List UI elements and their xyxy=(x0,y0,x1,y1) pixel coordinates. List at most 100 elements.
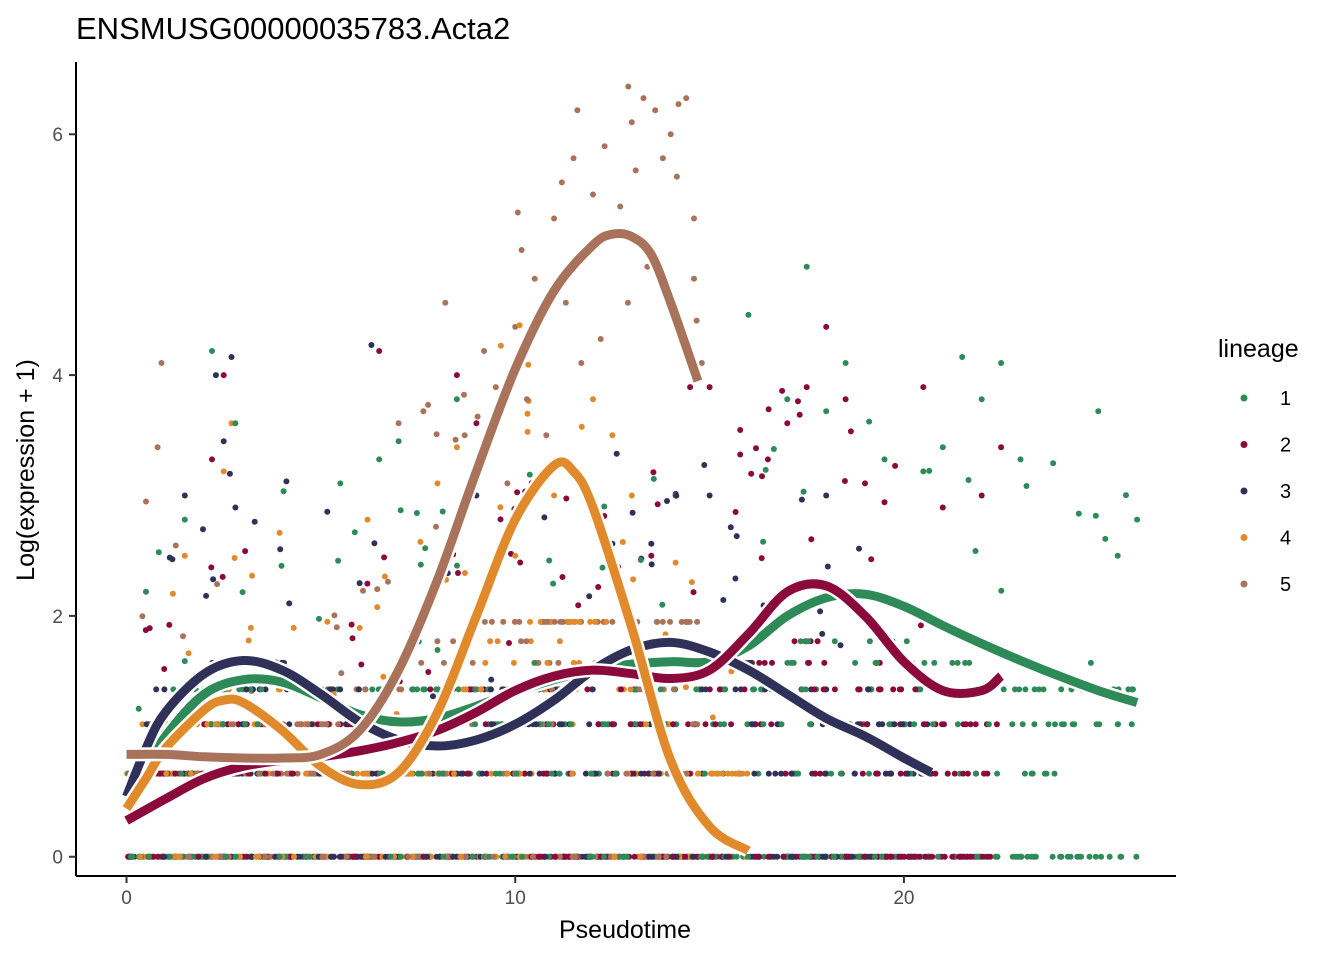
point-lineage-3 xyxy=(212,372,219,379)
point-lineage-5 xyxy=(691,215,697,222)
point-lineage-2 xyxy=(425,669,432,675)
point-lineage-1 xyxy=(949,659,956,666)
point-lineage-4 xyxy=(592,618,599,625)
point-lineage-2 xyxy=(473,420,480,427)
point-lineage-1 xyxy=(434,647,441,653)
point-lineage-2 xyxy=(863,721,870,728)
point-lineage-2 xyxy=(464,770,471,777)
point-lineage-4 xyxy=(735,770,742,777)
point-lineage-1 xyxy=(828,770,835,777)
point-lineage-2 xyxy=(897,770,904,777)
point-lineage-5 xyxy=(185,853,192,860)
point-lineage-3 xyxy=(232,504,239,511)
point-lineage-4 xyxy=(619,539,626,545)
point-lineage-4 xyxy=(494,638,501,645)
point-lineage-4 xyxy=(303,770,309,777)
point-lineage-2 xyxy=(905,853,912,860)
point-lineage-5 xyxy=(523,396,530,403)
point-lineage-4 xyxy=(487,638,494,645)
point-lineage-2 xyxy=(859,770,866,777)
point-lineage-5 xyxy=(490,853,497,860)
point-lineage-1 xyxy=(954,721,961,728)
point-lineage-2 xyxy=(517,559,524,566)
point-lineage-5 xyxy=(395,420,402,427)
point-lineage-3 xyxy=(699,686,705,693)
point-lineage-5 xyxy=(396,686,403,693)
point-lineage-5 xyxy=(442,299,449,306)
point-lineage-1 xyxy=(911,721,918,728)
y-axis-title: Log(expression + 1) xyxy=(12,359,40,581)
point-lineage-1 xyxy=(413,510,420,516)
point-lineage-2 xyxy=(769,659,775,666)
point-lineage-4 xyxy=(628,492,635,499)
point-lineage-1 xyxy=(1096,721,1103,728)
point-lineage-3 xyxy=(732,575,739,582)
smooth-line-lineage-5 xyxy=(126,228,703,763)
point-lineage-1 xyxy=(1028,770,1035,777)
point-lineage-5 xyxy=(562,299,569,306)
point-lineage-4 xyxy=(643,721,650,728)
point-lineage-3 xyxy=(673,853,680,860)
point-lineage-3 xyxy=(430,693,436,700)
point-lineage-2 xyxy=(944,770,951,777)
point-lineage-3 xyxy=(748,721,755,728)
point-lineage-3 xyxy=(723,853,730,860)
legend-key-1 xyxy=(1240,394,1248,402)
point-lineage-5 xyxy=(343,853,350,860)
point-lineage-5 xyxy=(691,275,697,282)
point-lineage-1 xyxy=(1102,535,1109,542)
point-lineage-3 xyxy=(488,676,495,683)
point-lineage-2 xyxy=(922,853,929,860)
point-lineage-4 xyxy=(212,721,219,728)
point-lineage-5 xyxy=(214,581,221,588)
point-lineage-1 xyxy=(599,564,606,571)
point-lineage-2 xyxy=(927,853,934,860)
point-lineage-3 xyxy=(788,770,795,777)
point-lineage-1 xyxy=(866,418,873,425)
point-lineage-2 xyxy=(288,770,295,777)
point-lineage-1 xyxy=(546,557,553,564)
point-lineage-3 xyxy=(228,354,235,360)
point-lineage-4 xyxy=(630,576,637,583)
point-lineage-4 xyxy=(290,624,297,631)
point-lineage-1 xyxy=(722,686,729,693)
point-lineage-3 xyxy=(819,630,826,637)
point-lineage-1 xyxy=(556,770,563,777)
point-lineage-3 xyxy=(161,853,168,860)
point-lineage-3 xyxy=(328,853,334,860)
point-lineage-2 xyxy=(861,853,868,860)
point-lineage-4 xyxy=(324,618,331,625)
point-lineage-4 xyxy=(163,770,170,777)
point-lineage-2 xyxy=(841,478,848,484)
point-lineage-1 xyxy=(806,853,813,860)
point-lineage-2 xyxy=(779,387,786,394)
point-lineage-1 xyxy=(1031,853,1038,860)
point-lineage-1 xyxy=(181,516,188,523)
point-lineage-1 xyxy=(1058,686,1065,693)
point-lineage-2 xyxy=(921,721,928,728)
point-lineage-5 xyxy=(597,336,604,342)
point-lineage-2 xyxy=(939,504,946,511)
point-lineage-5 xyxy=(544,618,550,625)
point-lineage-5 xyxy=(663,853,670,860)
point-lineage-1 xyxy=(807,721,814,728)
point-lineage-3 xyxy=(308,721,315,728)
point-lineage-3 xyxy=(689,853,696,860)
point-lineage-2 xyxy=(716,686,723,693)
point-lineage-3 xyxy=(817,608,824,615)
point-lineage-5 xyxy=(500,618,507,625)
point-lineage-1 xyxy=(418,770,425,777)
point-lineage-3 xyxy=(883,770,890,777)
point-lineage-2 xyxy=(514,489,521,496)
point-lineage-1 xyxy=(856,853,863,860)
point-lineage-1 xyxy=(145,853,152,860)
point-lineage-3 xyxy=(727,524,734,531)
point-lineage-2 xyxy=(883,853,890,860)
point-lineage-1 xyxy=(1040,686,1047,693)
point-lineage-4 xyxy=(457,853,464,860)
point-lineage-5 xyxy=(689,721,696,728)
point-lineage-2 xyxy=(784,420,791,427)
point-lineage-1 xyxy=(496,770,503,777)
point-lineage-2 xyxy=(967,721,974,728)
point-lineage-5 xyxy=(640,95,647,102)
